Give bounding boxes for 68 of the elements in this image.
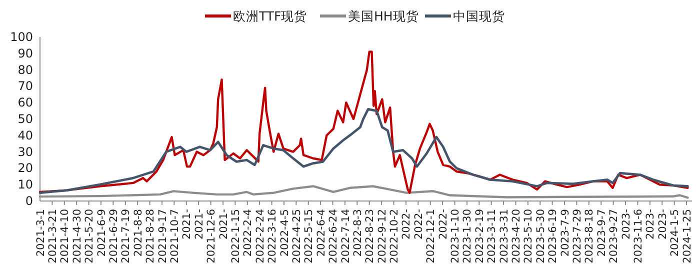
x-tick-label: 2021-12-6 <box>206 208 218 264</box>
x-tick-label: 2023- <box>644 208 657 240</box>
y-tick-label: 100 <box>10 30 33 44</box>
x-tick-label: 2022-1-15 <box>230 209 242 264</box>
x-tick-label: 2021-10-7 <box>168 209 181 264</box>
x-tick-label: 2023-6-19 <box>547 209 560 264</box>
x-tick-label: 2023-3-11 <box>486 209 498 264</box>
x-tick-label: 2022-4-5 <box>278 209 291 257</box>
x-tick-label: 2023-5-30 <box>534 209 547 264</box>
x-tick-label: 2023-7-29 <box>572 209 584 264</box>
y-tick-label: 30 <box>18 144 33 159</box>
x-tick-label: 2023-11-6 <box>632 208 645 264</box>
x-tick-label: 2023-8-18 <box>584 209 596 264</box>
y-tick-label: 60 <box>18 96 33 110</box>
x-tick-label: 2023-1-30 <box>462 209 474 264</box>
x-tick-label: 2023-3-31 <box>498 209 510 264</box>
x-tick-label: 2021- <box>181 208 194 240</box>
x-tick-label: 2022-3-16 <box>266 208 279 264</box>
y-tick-label: 10 <box>18 178 33 192</box>
x-tick-label: 2024-1-25 <box>681 209 694 264</box>
x-tick-label: 2021-5-20 <box>84 209 96 264</box>
x-tick-label: 2022-7-14 <box>340 208 352 264</box>
x-tick-label: 2022-6-24 <box>328 208 340 264</box>
legend-label: 美国HH现货 <box>348 8 419 24</box>
x-tick-label: 2022-2-24 <box>254 208 266 264</box>
x-tick-label: 2023- <box>656 208 669 240</box>
y-tick-label: 90 <box>18 46 33 60</box>
x-tick-label: 2021-8-8 <box>132 209 144 257</box>
x-tick-label: 2022-8-23 <box>364 209 376 264</box>
x-tick-label: 2022-8-3 <box>352 209 364 257</box>
x-tick-label: 2023-9-7 <box>596 209 608 257</box>
x-tick-label: 2021-8-28 <box>144 209 157 264</box>
x-tick-label: 2021-7-19 <box>120 209 132 264</box>
y-tick-label: 40 <box>18 128 33 142</box>
x-tick-label: 2022- <box>437 208 450 240</box>
x-tick-label: 2023- <box>620 208 632 240</box>
x-tick-label: 2021-6-9 <box>96 209 108 257</box>
x-tick-label: 2022-4-25 <box>290 209 303 264</box>
x-tick-label: 2021-4-30 <box>71 209 84 264</box>
x-tick-label: 2022- <box>400 208 413 240</box>
x-tick-label: 2022- <box>412 208 425 240</box>
x-tick-label: 2021-4-10 <box>59 209 72 264</box>
y-tick-label: 0 <box>25 194 33 208</box>
x-tick-label: 2023-5-10 <box>522 209 535 264</box>
x-tick-label: 2021-9-17 <box>156 209 169 264</box>
x-tick-label: 2022-10-2 <box>388 209 401 264</box>
legend-label: 中国现货 <box>453 8 505 24</box>
x-tick-label: 2021- <box>218 208 230 240</box>
x-tick-label: 2021-6-29 <box>108 209 120 264</box>
legend-label: 欧洲TTF现货 <box>233 8 308 24</box>
x-tick-label: 2024-1-5 <box>669 209 682 257</box>
x-tick-label: 2021-3-1 <box>34 209 47 257</box>
y-tick-label: 80 <box>18 62 33 77</box>
x-tick-label: 2021- <box>193 208 206 240</box>
y-tick-label: 70 <box>18 79 33 94</box>
x-tick-label: 2022-9-12 <box>376 209 388 264</box>
x-tick-label: 2022-2-4 <box>242 208 254 257</box>
x-tick-label: 2023-9-27 <box>608 209 620 264</box>
x-tick-label: 2023-2-19 <box>474 209 486 264</box>
y-tick-label: 20 <box>18 161 33 176</box>
x-tick-label: 2021-3-21 <box>47 209 59 264</box>
y-tick-label: 50 <box>18 112 33 126</box>
x-tick-label: 2023-7-9 <box>559 209 572 257</box>
x-tick-label: 2022-6-4 <box>315 208 328 257</box>
x-tick-label: 2022-12-1 <box>425 209 438 264</box>
x-tick-label: 2023-1-10 <box>450 209 462 264</box>
x-tick-label: 2023-4-20 <box>510 209 523 264</box>
x-tick-label: 2022-5-15 <box>303 209 316 264</box>
